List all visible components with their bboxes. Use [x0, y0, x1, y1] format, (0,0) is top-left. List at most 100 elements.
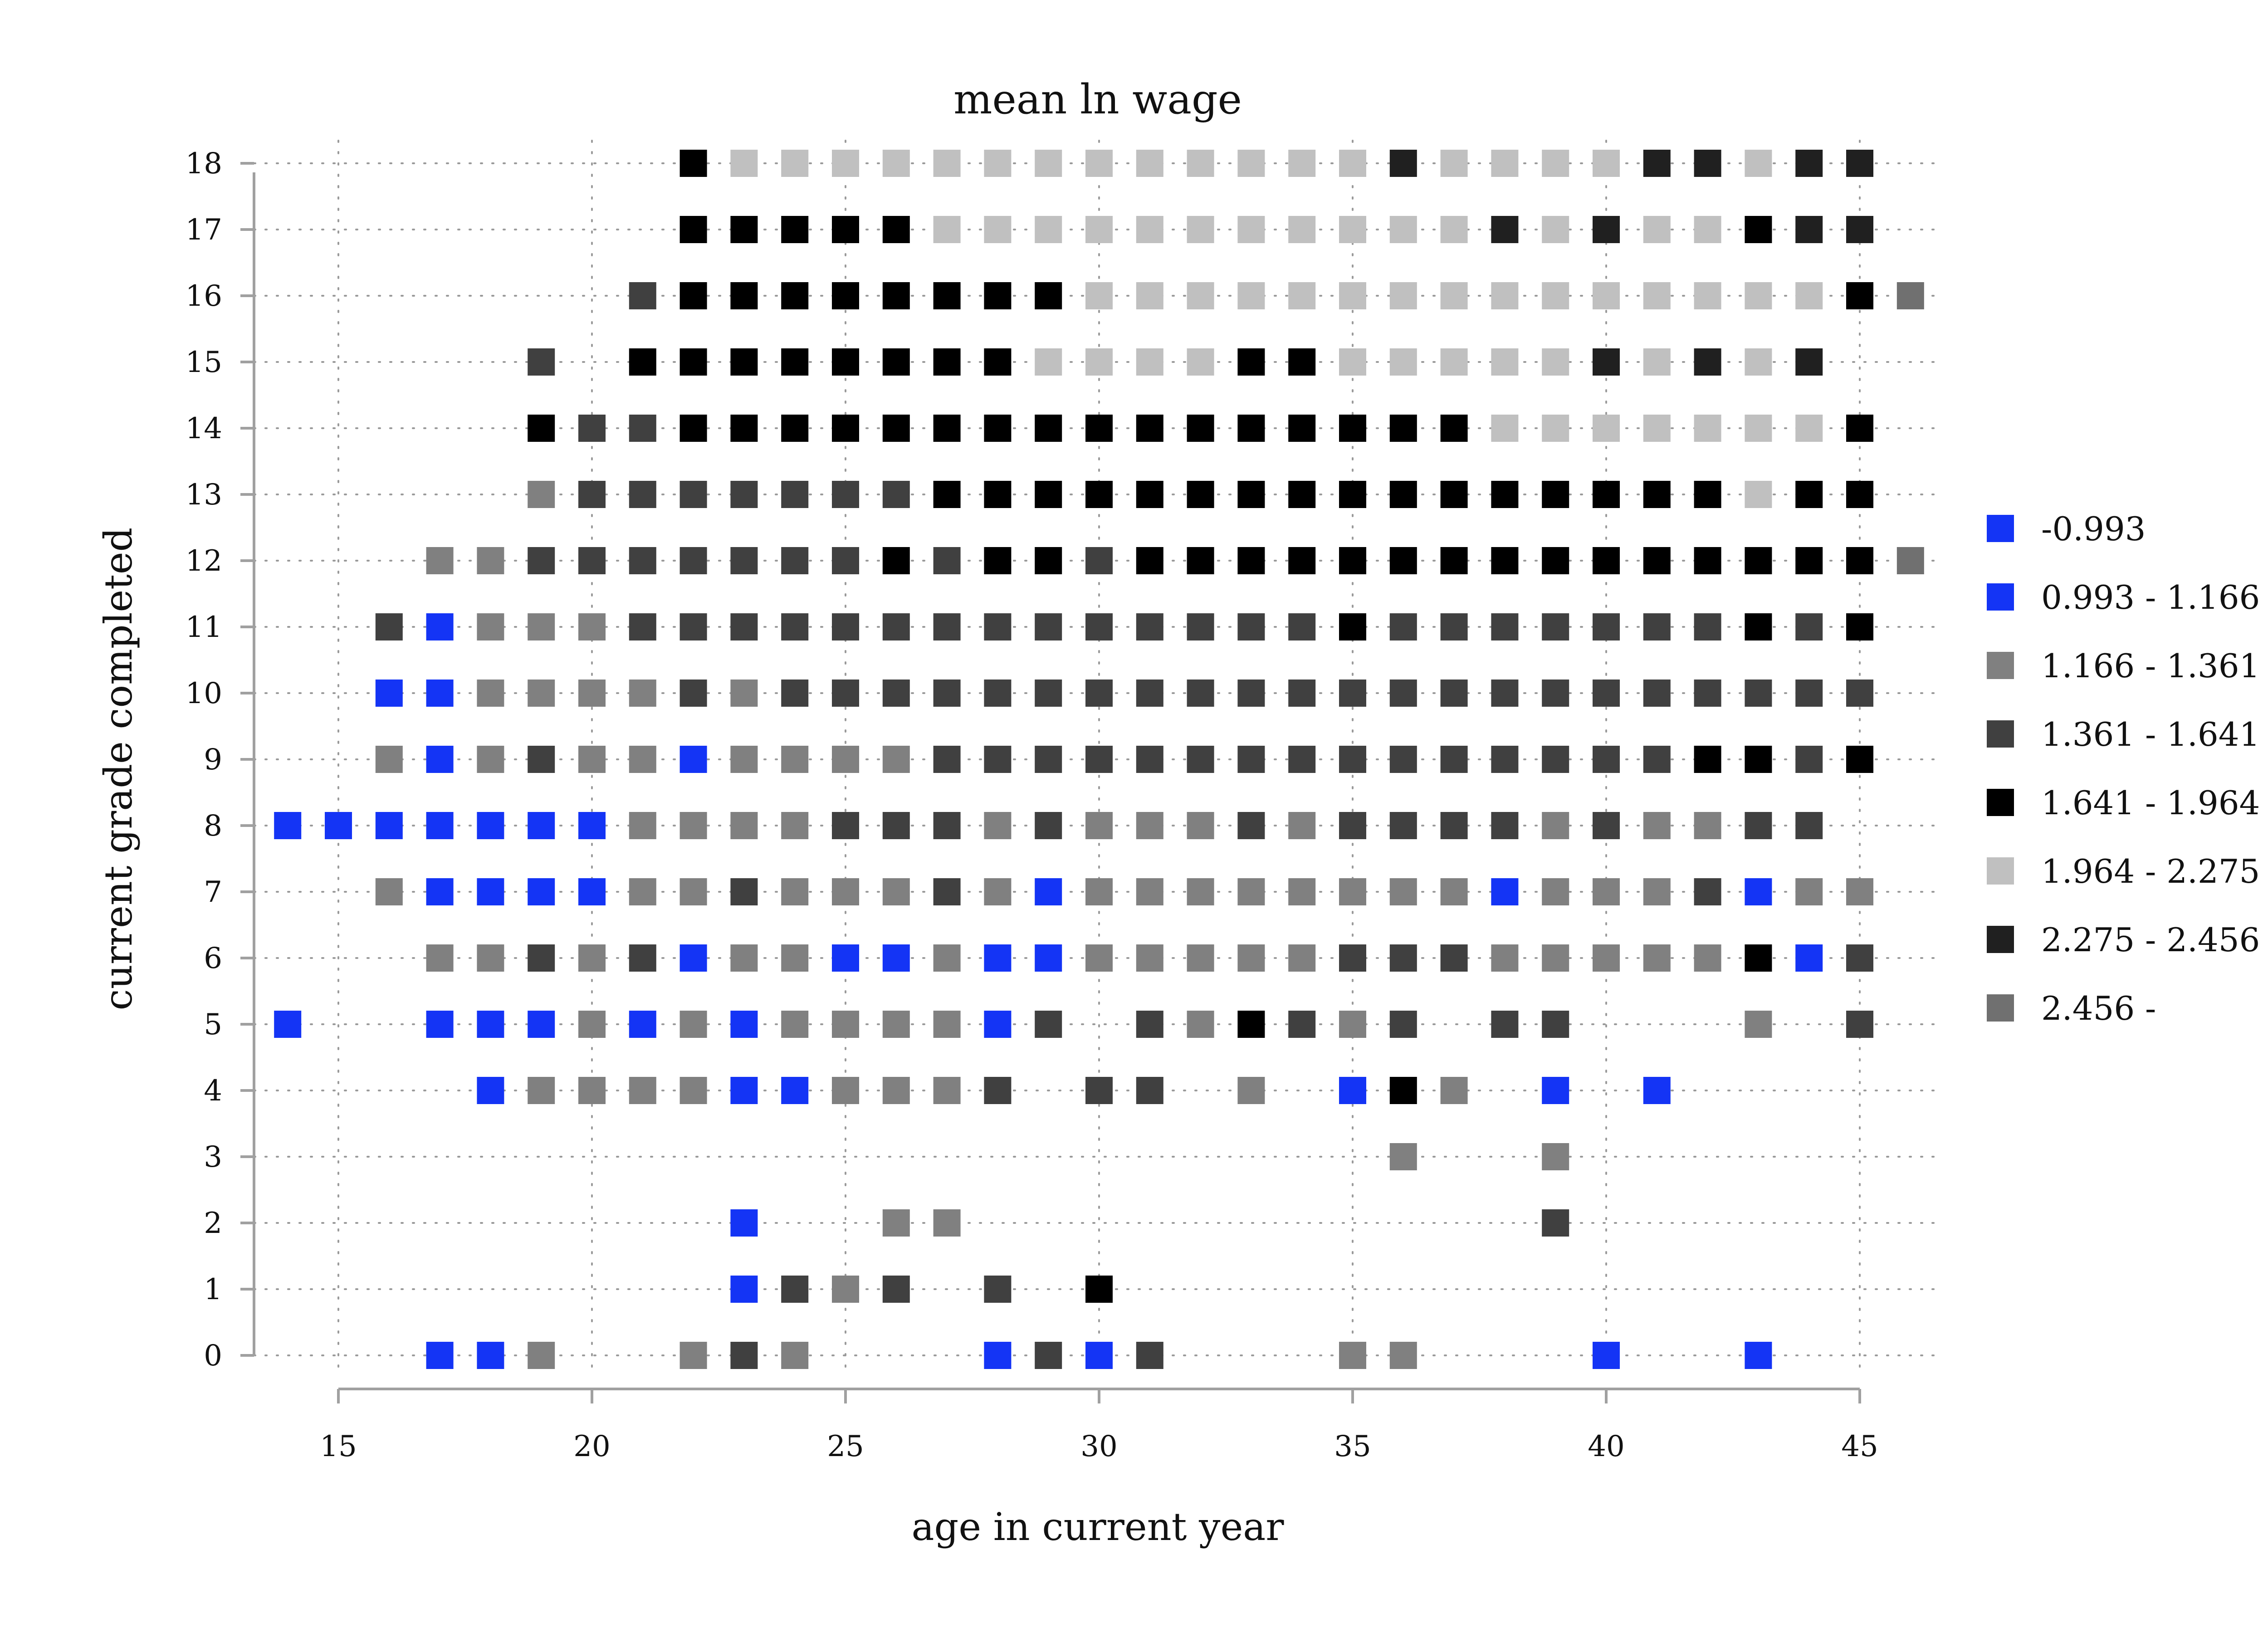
heatmap-cell	[1136, 878, 1163, 905]
heatmap-cell	[882, 878, 910, 905]
heatmap-cell	[1846, 1011, 1873, 1038]
heatmap-cell	[933, 547, 961, 574]
legend-label: 1.964 - 2.275	[2041, 852, 2260, 890]
heatmap-cell	[477, 613, 504, 640]
heatmap-cell	[1339, 415, 1366, 442]
heatmap-cell	[1440, 878, 1468, 905]
heatmap-cell	[882, 348, 910, 376]
heatmap-cell	[730, 1077, 758, 1104]
heatmap-cell	[629, 944, 656, 972]
heatmap-cell	[1846, 613, 1873, 640]
heatmap-cell	[832, 812, 859, 839]
heatmap-cell	[426, 547, 454, 574]
heatmap-cell	[1846, 216, 1873, 243]
heatmap-cell	[1339, 746, 1366, 773]
heatmap-cell	[1035, 1011, 1062, 1038]
heatmap-cell	[1288, 1011, 1316, 1038]
heatmap-cell	[1542, 1011, 1569, 1038]
heatmap-cell	[1643, 812, 1671, 839]
heatmap-cell	[1085, 481, 1113, 508]
heatmap-cell	[730, 415, 758, 442]
heatmap-cell	[1897, 547, 1924, 574]
heatmap-cell	[578, 680, 606, 707]
heatmap-cell	[1795, 613, 1823, 640]
heatmap-cell	[1085, 1342, 1113, 1369]
y-tick-label: 13	[186, 478, 222, 512]
heatmap-cell	[1745, 216, 1772, 243]
heatmap-cell	[1339, 812, 1366, 839]
heatmap-cell	[578, 613, 606, 640]
heatmap-cell	[1795, 878, 1823, 905]
heatmap-cell	[1136, 1342, 1163, 1369]
heatmap-cell	[781, 1342, 809, 1369]
y-tick-label: 4	[204, 1074, 222, 1108]
heatmap-cell	[933, 680, 961, 707]
heatmap-cell	[1237, 680, 1265, 707]
heatmap-cell	[1288, 481, 1316, 508]
heatmap-cell	[1745, 282, 1772, 309]
y-tick-label: 5	[204, 1008, 222, 1041]
heatmap-cell	[1136, 613, 1163, 640]
heatmap-cell	[1136, 680, 1163, 707]
legend-swatch	[1987, 652, 2014, 679]
heatmap-cell	[933, 282, 961, 309]
heatmap-cell	[528, 415, 555, 442]
heatmap-cell	[984, 547, 1012, 574]
heatmap-cell	[730, 348, 758, 376]
heatmap-cell	[1389, 1143, 1417, 1170]
legend-label: 1.166 - 1.361	[2041, 647, 2260, 685]
heatmap-cell	[1389, 878, 1417, 905]
heatmap-cell	[1846, 150, 1873, 177]
legend-label: 2.456 -	[2041, 989, 2156, 1027]
heatmap-cell	[1542, 481, 1569, 508]
heatmap-cell	[832, 415, 859, 442]
heatmap-cell	[1085, 216, 1113, 243]
heatmap-cell	[781, 680, 809, 707]
heatmap-cell	[679, 613, 707, 640]
heatmap-cell	[1035, 812, 1062, 839]
heatmap-cell	[1187, 348, 1214, 376]
heatmap-cell	[933, 481, 961, 508]
heatmap-cell	[1389, 1077, 1417, 1104]
heatmap-cell	[1237, 812, 1265, 839]
heatmap-cell	[1491, 1011, 1519, 1038]
heatmap-cell	[1035, 150, 1062, 177]
heatmap-cell	[882, 547, 910, 574]
heatmap-cell	[629, 348, 656, 376]
heatmap-cell	[1593, 282, 1620, 309]
heatmap-cell	[528, 944, 555, 972]
heatmap-cell	[933, 150, 961, 177]
heatmap-cell	[832, 1276, 859, 1303]
heatmap-cell	[578, 1011, 606, 1038]
y-tick-label: 18	[186, 147, 222, 181]
heatmap-cell	[1593, 746, 1620, 773]
heatmap-cell	[1593, 680, 1620, 707]
heatmap-cell	[1389, 547, 1417, 574]
heatmap-cell	[933, 415, 961, 442]
heatmap-cell	[882, 415, 910, 442]
heatmap-cell	[984, 1011, 1012, 1038]
heatmap-cell	[1288, 944, 1316, 972]
heatmap-cell	[1593, 878, 1620, 905]
heatmap-cell	[528, 481, 555, 508]
heatmap-cell	[832, 1077, 859, 1104]
heatmap-cell	[1694, 812, 1721, 839]
heatmap-cell	[1288, 878, 1316, 905]
heatmap-cell	[1440, 746, 1468, 773]
heatmap-cell	[1339, 878, 1366, 905]
x-tick-label: 30	[1080, 1430, 1117, 1463]
heatmap-cell	[1339, 1011, 1366, 1038]
heatmap-cell	[1745, 1342, 1772, 1369]
heatmap-cell	[1288, 746, 1316, 773]
heatmap-cell	[1237, 547, 1265, 574]
heatmap-cell	[1694, 547, 1721, 574]
heatmap-cell	[984, 150, 1012, 177]
heatmap-cell	[1745, 878, 1772, 905]
heatmap-cell	[1745, 547, 1772, 574]
heatmap-cell	[1187, 282, 1214, 309]
legend-swatch	[1987, 994, 2014, 1022]
heatmap-cell	[1085, 348, 1113, 376]
heatmap-cell	[882, 481, 910, 508]
heatmap-cell	[1136, 481, 1163, 508]
heatmap-cell	[882, 216, 910, 243]
